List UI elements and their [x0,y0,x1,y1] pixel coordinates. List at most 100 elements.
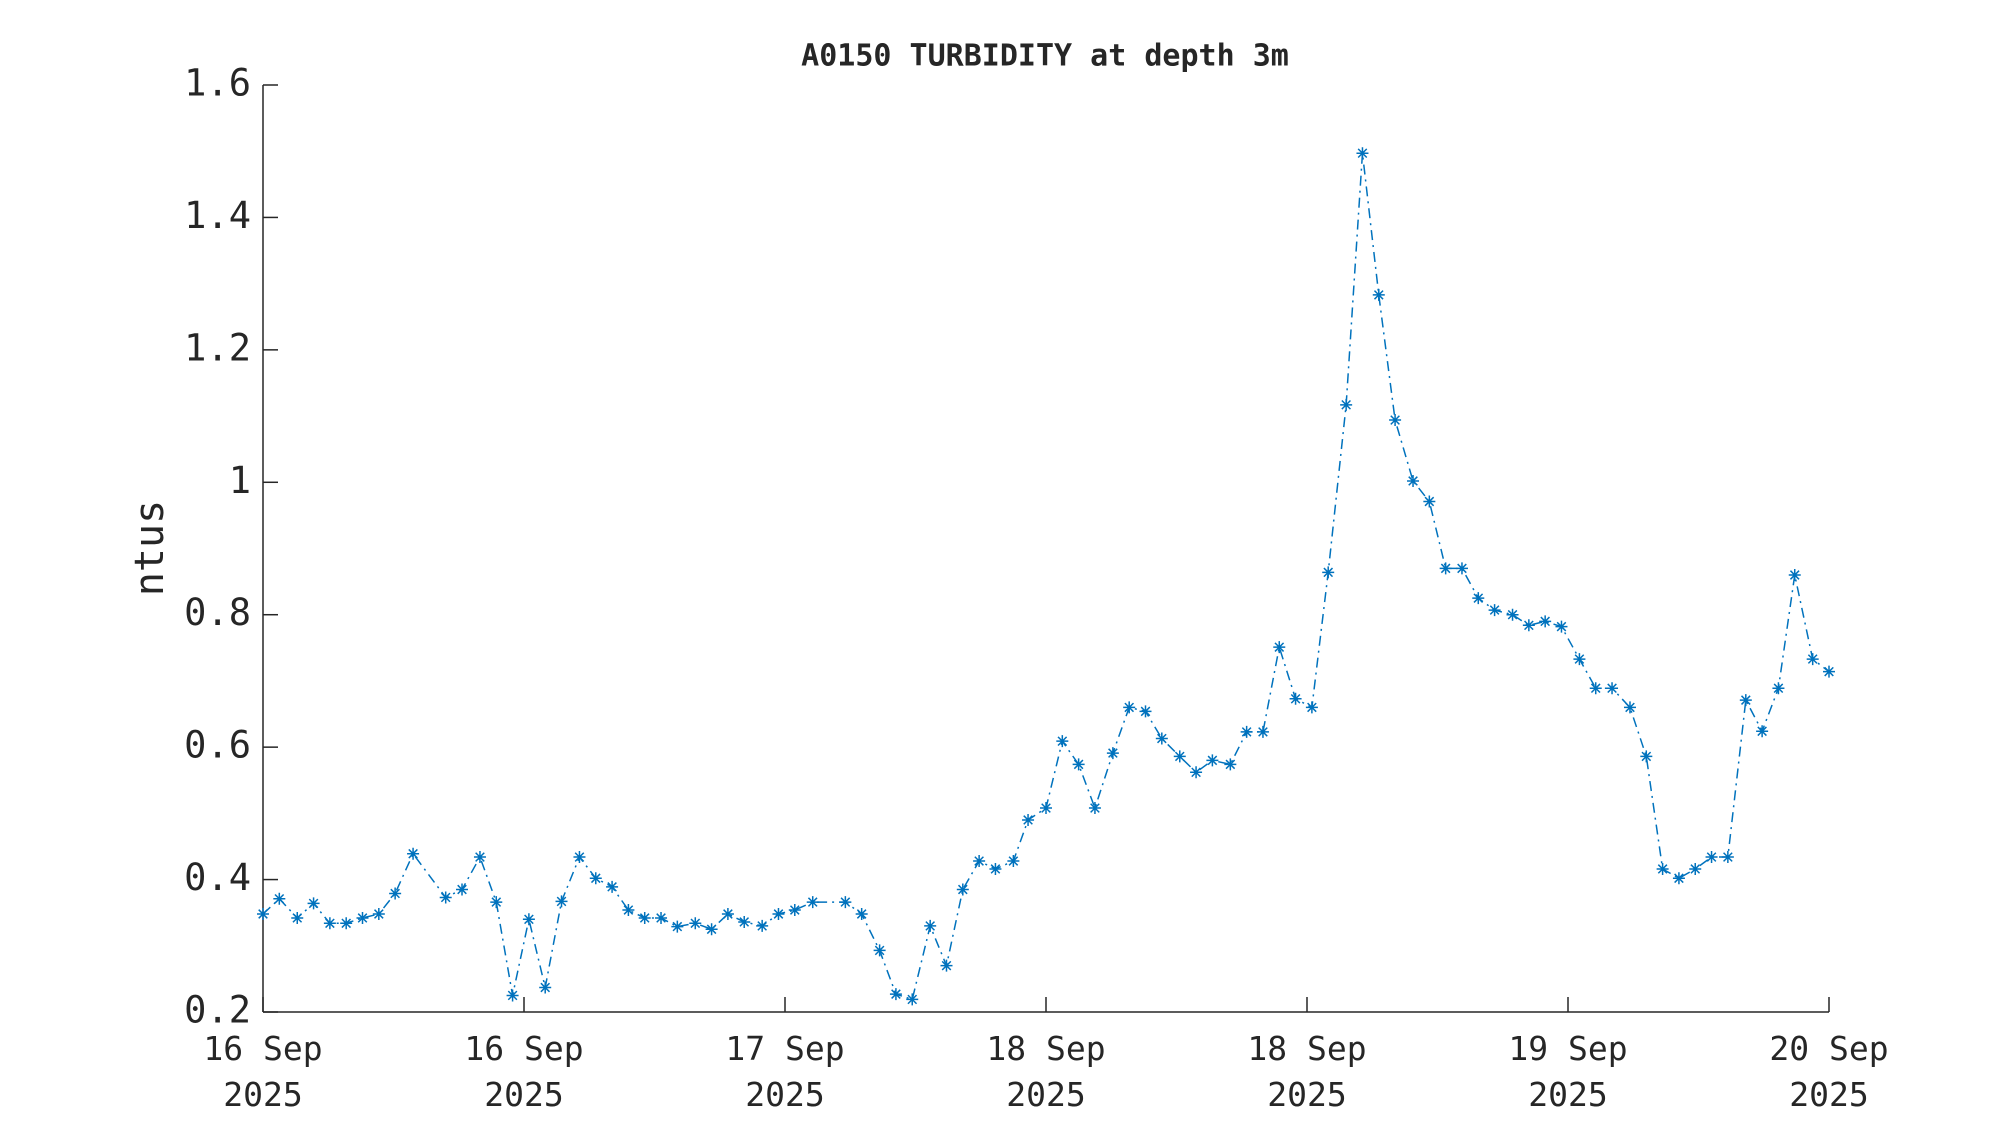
data-point [1573,653,1586,666]
x-tick-label: 16 Sep 2025 [203,1029,323,1114]
x-tick-label: 16 Sep 2025 [464,1029,584,1114]
y-axis-label: ntus [127,500,173,596]
data-point [522,913,535,926]
data-point [1407,474,1420,487]
data-point [1139,705,1152,718]
data-point [889,988,902,1001]
data-point [1007,855,1020,868]
data-point [855,908,868,921]
data-point [1606,682,1619,695]
data-point [1273,641,1286,654]
data-point [1488,604,1501,617]
y-tick-label: 0.6 [184,724,251,767]
y-tick-label: 0.8 [184,591,251,634]
x-tick-label: 18 Sep 2025 [1247,1029,1367,1114]
x-tick-label: 17 Sep 2025 [725,1029,845,1114]
data-point [555,895,568,908]
data-point [307,897,320,910]
data-point [1256,725,1269,738]
data-point [1640,750,1653,763]
data-point [1088,802,1101,815]
data-point [257,908,269,921]
data-point [671,920,684,933]
data-point [1705,851,1718,864]
data-point [340,917,353,930]
data-point [973,855,986,868]
data-point [1823,665,1835,678]
data-point [439,891,452,904]
data-point [1123,701,1136,714]
data-point [1772,682,1785,695]
y-tick-label: 1 [229,459,251,502]
data-point [1756,725,1769,738]
y-tick-label: 1.2 [184,326,251,369]
data-point [1173,750,1186,763]
data-point [407,847,420,860]
data-point [456,883,469,896]
data-point [655,911,668,924]
data-point [490,896,503,909]
data-point [906,993,919,1006]
data-point [1506,608,1519,621]
data-point [989,862,1002,875]
data-point [1190,766,1203,779]
data-point [1721,851,1734,864]
y-tick-label: 0.2 [184,989,251,1032]
data-point [606,880,619,893]
data-point [924,919,937,932]
data-point [1656,862,1669,875]
data-point [1106,747,1119,760]
data-point [1372,288,1385,301]
data-point [573,851,586,864]
y-tick-label: 1.6 [184,62,251,105]
data-point [1389,414,1402,427]
data-point [1206,754,1219,767]
x-tick-label: 18 Sep 2025 [986,1029,1106,1114]
data-point [1455,562,1468,575]
data-point [638,911,651,924]
data-point [1788,568,1801,581]
data-point [323,917,336,930]
data-point [273,892,286,905]
data-point [1555,620,1568,633]
data-point [1322,566,1335,579]
y-tick-label: 1.4 [184,194,251,237]
x-tick-label: 20 Sep 2025 [1769,1029,1889,1114]
data-point [1305,701,1318,714]
data-point [1439,562,1452,575]
data-point [1289,692,1302,705]
data-point [291,911,304,924]
data-point [1423,495,1436,508]
data-point [1224,758,1237,771]
data-point [589,872,602,885]
data-point [738,915,751,928]
data-point [1539,615,1552,628]
data-point [1240,725,1253,738]
data-point [1806,653,1819,666]
data-point [1623,701,1636,714]
data-point [1040,802,1052,815]
data-point [1739,694,1752,707]
data-point [756,919,769,932]
data-point [1072,758,1085,771]
data-point [788,904,801,917]
data-point [940,959,953,972]
data-point [806,896,819,909]
data-point [1472,592,1485,605]
data-point [772,908,785,921]
data-point [689,917,702,930]
data-point [622,904,635,917]
data-point [1022,813,1035,826]
data-point [539,981,552,994]
data-line [262,153,1830,1001]
data-point [721,908,734,921]
data-point [372,908,385,921]
data-point [356,911,369,924]
y-tick-label: 0.4 [184,856,251,899]
chart-title: A0150 TURBIDITY at depth 3m [801,39,1289,74]
data-point [1672,872,1685,885]
data-point [1589,682,1602,695]
data-point [389,887,402,900]
data-point [839,896,852,909]
